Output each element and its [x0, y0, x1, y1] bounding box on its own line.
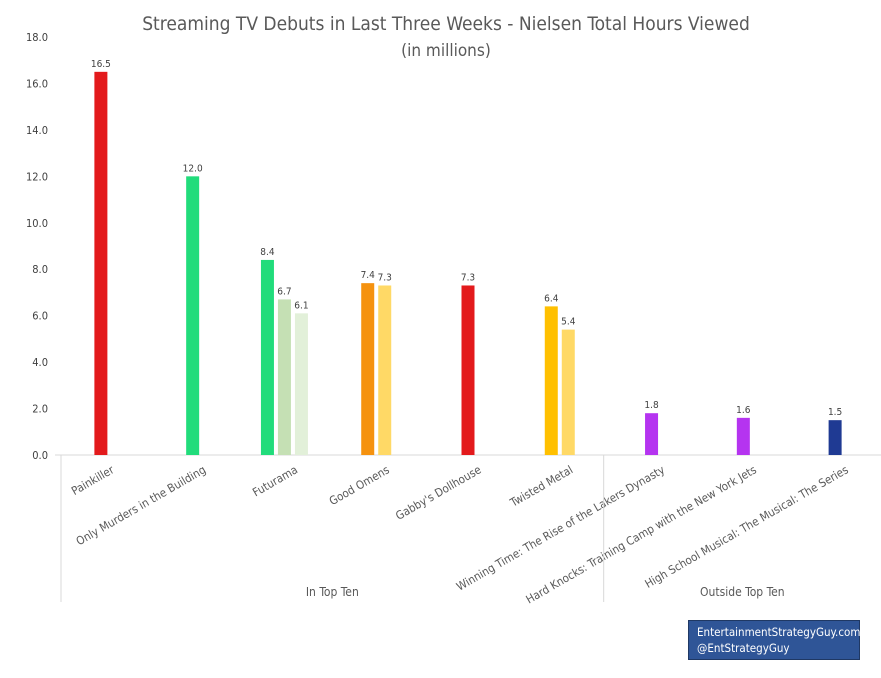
y-tick-label: 2.0: [32, 403, 48, 416]
bar: [94, 71, 108, 455]
bar: [645, 413, 659, 455]
group-label: In Top Ten: [306, 585, 359, 599]
y-tick-label: 16.0: [26, 77, 48, 90]
credit-box: EntertainmentStrategyGuy.com @EntStrateg…: [688, 620, 860, 660]
y-axis-ticks: 0.0 2.0 4.0 6.0 8.0 10.0 12.0 14.0 16.0 18.0: [26, 31, 48, 462]
bar: [736, 417, 750, 455]
y-tick-label: 4.0: [32, 356, 48, 369]
bar: [461, 285, 475, 455]
category-label: Painkiller: [69, 462, 117, 498]
category-label: Futurama: [250, 462, 300, 499]
data-label: 6.7: [277, 286, 291, 297]
bar: [260, 259, 274, 455]
bar: [294, 313, 308, 455]
credit-website: EntertainmentStrategyGuy.com: [697, 625, 861, 639]
credit-handle: @EntStrategyGuy: [697, 641, 790, 655]
data-label: 6.4: [544, 293, 559, 304]
data-label: 7.4: [361, 270, 376, 281]
data-label: 6.1: [294, 300, 308, 311]
y-tick-label: 10.0: [26, 217, 48, 230]
category-label: Good Omens: [327, 462, 392, 508]
chart-title: Streaming TV Debuts in Last Three Weeks …: [142, 13, 750, 35]
group-labels: In Top Ten Outside Top Ten: [60, 455, 785, 602]
bar: [828, 420, 842, 455]
bar: [186, 176, 200, 456]
bar: [277, 299, 291, 455]
bars: [94, 71, 842, 456]
category-label: Gabby's Dollhouse: [393, 462, 483, 522]
group-label: Outside Top Ten: [700, 585, 785, 599]
category-label: Twisted Metal: [507, 462, 575, 510]
bar: [561, 329, 575, 455]
bar: [378, 285, 392, 455]
data-label: 5.4: [561, 317, 576, 328]
chart-subtitle: (in millions): [401, 41, 491, 61]
y-tick-label: 12.0: [26, 170, 48, 183]
data-label: 1.6: [736, 405, 751, 416]
y-tick-label: 8.0: [32, 263, 48, 276]
data-label: 8.4: [260, 247, 275, 258]
y-tick-label: 14.0: [26, 124, 48, 137]
y-tick-label: 6.0: [32, 310, 48, 323]
bar: [361, 283, 375, 455]
y-tick-label: 18.0: [26, 31, 48, 44]
bar: [544, 306, 558, 455]
data-label: 1.8: [644, 400, 659, 411]
data-label: 7.3: [378, 272, 392, 283]
data-label: 7.3: [461, 272, 475, 283]
data-labels: 16.512.08.46.76.17.4 7.3 7.36.45.41.8 1.6 1.…: [91, 59, 842, 418]
data-label: 16.5: [91, 59, 111, 70]
y-tick-label: 0.0: [32, 449, 48, 462]
data-label: 12.0: [183, 163, 203, 174]
data-label: 1.5: [828, 407, 842, 418]
